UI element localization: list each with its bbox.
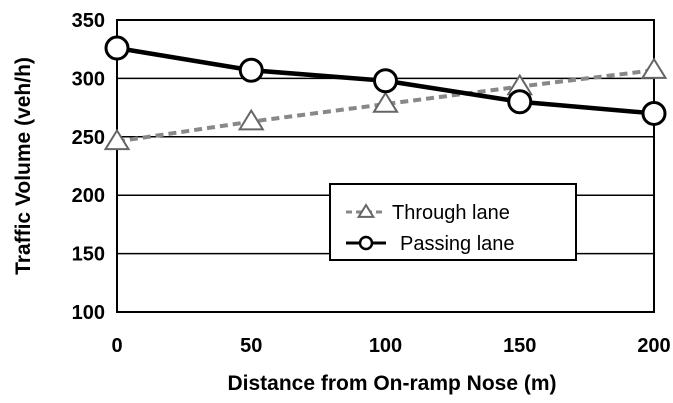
plot-area [116,19,655,313]
legend: Through lane Passing lane [329,183,577,261]
y-tick-label: 150 [72,244,105,266]
y-tick-label: 200 [72,185,105,207]
y-tick-label: 300 [72,68,105,90]
y-tick-label: 100 [72,302,105,324]
legend-item: Passing lane [346,233,515,255]
x-tick-label: 100 [369,335,402,357]
data-point [373,68,398,94]
data-point [104,35,130,61]
data-point [238,57,264,83]
x-tick-label: 150 [503,335,536,357]
legend-marker [358,235,374,251]
x-tick-label: 50 [240,335,262,357]
data-point [640,57,668,79]
y-axis-label: Traffic Volume (veh/h) [12,57,35,275]
y-tick-label: 250 [72,127,105,149]
legend-items: Through lane Passing lane [346,202,515,255]
x-tick-label: 200 [637,335,670,357]
series-triangle [103,57,668,151]
data-point [372,91,399,113]
data-point [103,128,131,151]
legend-item: Through lane [346,202,510,224]
y-tick-label: 350 [72,10,105,32]
legend-label: Through lane [392,202,510,224]
legend-label: Passing lane [400,233,515,255]
series-circle [104,35,667,126]
data-point [641,100,667,126]
legend-marker [356,203,376,218]
y-tick-labels: 100 150 200 250 300 350 [72,10,105,324]
data-point [507,89,533,115]
series-layer [103,35,668,151]
data-point [237,108,265,131]
x-axis-label: Distance from On-ramp Nose (m) [227,372,556,395]
x-tick-label: 0 [111,335,122,357]
x-tick-labels: 0 50 100 150 200 [111,335,670,357]
